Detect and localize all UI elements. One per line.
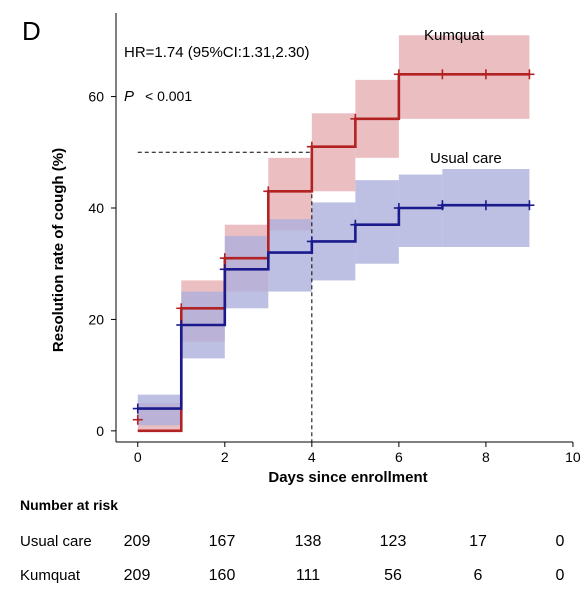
x-tick-label: 10	[565, 449, 581, 465]
confidence-bands	[137, 35, 530, 431]
censor-marks	[132, 69, 535, 425]
risk-cell: 0	[555, 533, 565, 550]
y-tick-label: 20	[88, 311, 104, 327]
median-guide-lines	[137, 151, 313, 442]
censor-mark	[524, 69, 535, 80]
y-tick-label: 0	[96, 423, 104, 439]
y-tick-label: 60	[88, 89, 104, 105]
panel-label: D	[22, 16, 41, 46]
ci-band-kumquat	[398, 35, 530, 119]
censor-mark	[176, 303, 187, 314]
censor-mark	[350, 219, 361, 230]
risk-cell: 160	[208, 567, 236, 584]
censor-mark	[480, 69, 491, 80]
censor-mark	[437, 200, 448, 211]
legend-label-kumquat: Kumquat	[424, 27, 485, 44]
p-value-symbol: P	[124, 88, 134, 105]
ci-band-usual-care	[224, 235, 269, 309]
ci-band-usual-care	[398, 174, 443, 247]
axes: 0 2 4 6 8 10 0 20 40 60	[88, 13, 581, 465]
risk-cell: 123	[379, 533, 407, 550]
censor-mark	[306, 141, 317, 152]
x-tick-label: 0	[134, 449, 142, 465]
step-line-usual-care	[137, 203, 530, 410]
censor-mark	[132, 403, 143, 414]
ci-band-kumquat	[268, 157, 312, 231]
km-chart: 0 2 4 6 8 10 0 20 40 60 D HR=1.74 (95%CI:1.31,2.3…	[22, 13, 581, 486]
censor-mark	[263, 186, 274, 197]
risk-cell: 138	[294, 533, 322, 550]
risk-cell: 111	[295, 567, 321, 584]
censor-mark	[306, 236, 317, 247]
ci-band-usual-care	[137, 394, 182, 426]
hazard-ratio-annotation: HR=1.74 (95%CI:1.31,2.30)	[124, 44, 310, 61]
risk-cell: 56	[384, 567, 402, 584]
risk-row-usual-care: Usual care 209 167 138 123 17 0	[0, 533, 588, 555]
y-axis-label: Resolution rate of cough (%)	[50, 148, 67, 352]
step-curves	[137, 72, 530, 433]
risk-cell: 209	[123, 567, 151, 584]
censor-mark	[437, 69, 448, 80]
risk-cell: 0	[555, 567, 565, 584]
censor-mark	[350, 113, 361, 124]
ci-band-usual-care	[355, 180, 399, 264]
x-tick-label: 4	[308, 449, 316, 465]
risk-cell: 6	[473, 567, 483, 584]
risk-cell: 209	[123, 533, 151, 550]
censor-mark	[524, 200, 535, 211]
risk-row-label: Kumquat	[20, 567, 81, 584]
censor-mark	[132, 414, 143, 425]
censor-mark	[393, 203, 404, 213]
y-tick-label: 40	[88, 200, 104, 216]
censor-mark	[219, 264, 230, 275]
censor-mark	[219, 253, 230, 264]
ci-band-kumquat	[311, 113, 356, 192]
risk-row-label: Usual care	[20, 533, 92, 550]
x-tick-label: 6	[395, 449, 403, 465]
censor-mark	[176, 320, 187, 330]
legend-label-usual-care: Usual care	[430, 150, 502, 167]
risk-row-kumquat: Kumquat 209 160 111 56 6 0	[0, 567, 588, 589]
x-axis-label: Days since enrollment	[268, 469, 427, 486]
p-value-text: < 0.001	[145, 88, 192, 104]
risk-cell: 17	[469, 533, 487, 550]
x-tick-label: 8	[482, 449, 490, 465]
step-line-kumquat	[137, 72, 530, 433]
x-tick-label: 2	[221, 449, 229, 465]
censor-mark	[393, 69, 404, 80]
risk-table-title: Number at risk	[20, 497, 119, 513]
censor-mark	[480, 200, 491, 211]
risk-cell: 167	[208, 533, 236, 550]
ci-band-usual-care	[268, 219, 312, 292]
